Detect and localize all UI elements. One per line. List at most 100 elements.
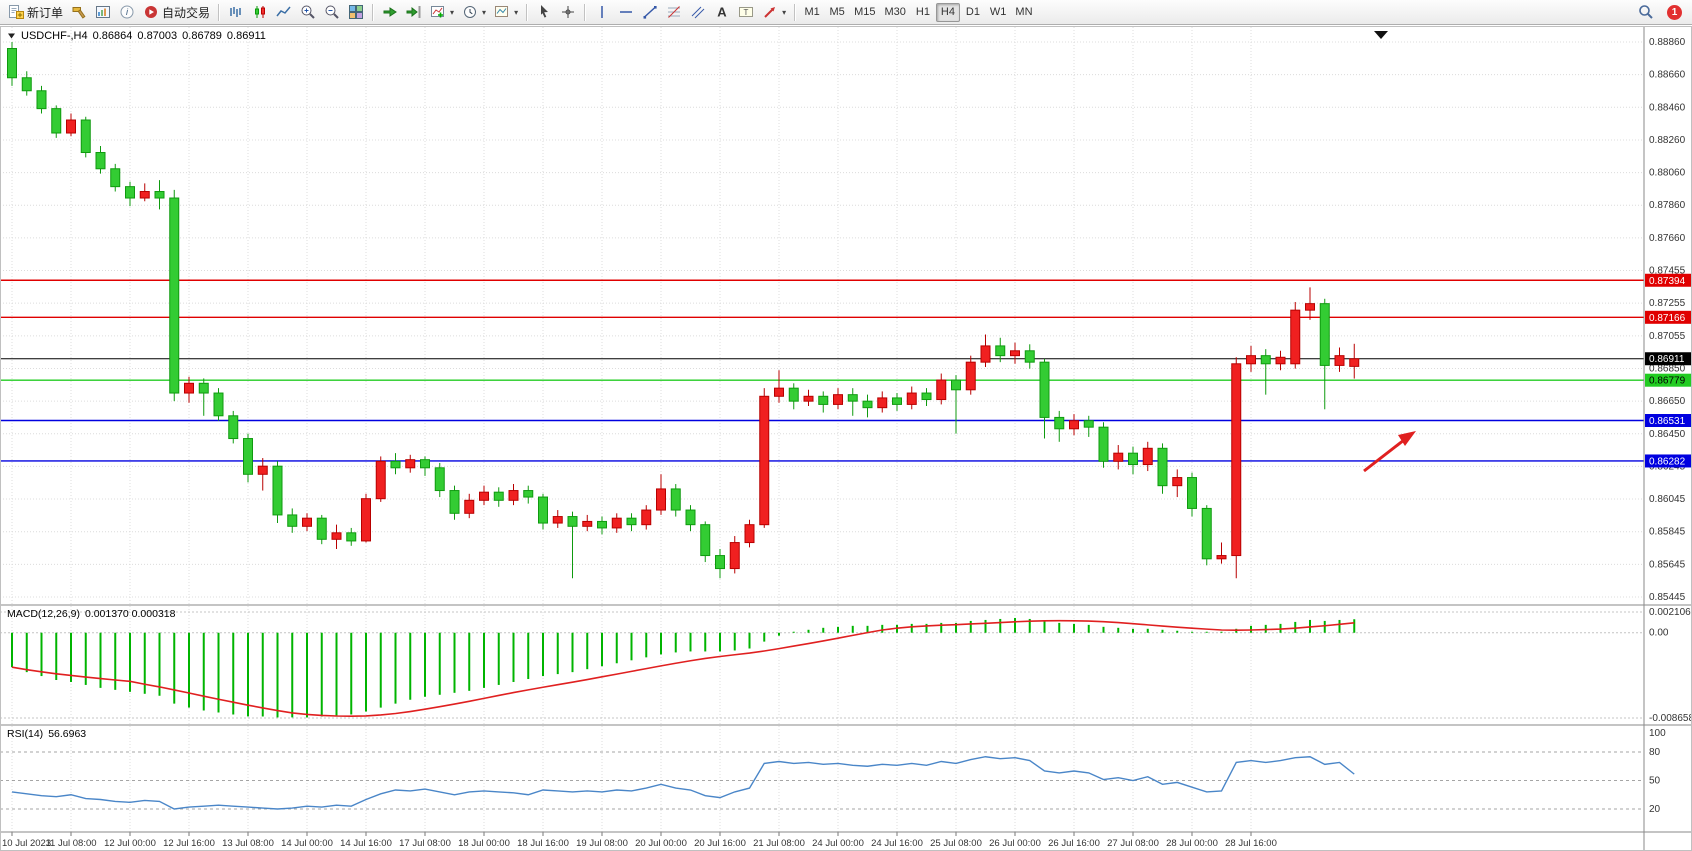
candle: [611, 517, 622, 529]
auto-scroll-button[interactable]: [378, 2, 402, 23]
zoom-out-button[interactable]: [320, 2, 344, 23]
timeframe-button-mn[interactable]: MN: [1011, 3, 1036, 22]
time-axis-label: 18 Jul 00:00: [458, 838, 510, 849]
cursor-icon: [541, 5, 549, 18]
candle: [1142, 447, 1153, 466]
tile-windows-icon: [349, 5, 364, 19]
zoom-in-button[interactable]: [296, 2, 320, 23]
candle: [685, 509, 696, 526]
text-label-button[interactable]: T: [734, 2, 758, 23]
timeframe-button-h4[interactable]: H4: [935, 2, 960, 22]
chart-border: [0, 26, 1692, 851]
candle: [346, 532, 357, 542]
candle: [1216, 555, 1227, 560]
candle: [1290, 309, 1301, 365]
candle: [508, 490, 519, 501]
candle: [405, 459, 416, 469]
toolbar: 新订单 i 自动交易: [0, 0, 1692, 25]
periods-button[interactable]: ▾: [458, 2, 490, 23]
candle: [493, 491, 504, 501]
price-axis-label: 0.88060: [1649, 168, 1686, 179]
metaeditor-button[interactable]: [67, 2, 91, 23]
timeframe-button-w1[interactable]: W1: [986, 3, 1011, 22]
crosshair-button[interactable]: [556, 2, 580, 23]
candle: [1349, 358, 1360, 367]
candle: [449, 490, 460, 514]
text-label-icon: T: [739, 7, 754, 17]
toolbar-separator: [526, 3, 529, 21]
time-axis-label: 17 Jul 08:00: [399, 838, 451, 849]
search-button[interactable]: [1634, 2, 1658, 23]
timeframe-button-m1[interactable]: M1: [800, 3, 824, 22]
info-icon: i: [120, 5, 134, 19]
symbol-menu-icon[interactable]: [7, 32, 16, 40]
candlestick-chart-button[interactable]: [248, 2, 272, 23]
candle: [759, 395, 770, 526]
candle: [434, 467, 445, 492]
time-axis-label: 28 Jul 16:00: [1225, 838, 1277, 849]
time-axis-label: 10 Jul 2023: [2, 838, 51, 849]
candle: [95, 152, 106, 170]
templates-button[interactable]: ▾: [490, 2, 522, 23]
timeframe-button-d1[interactable]: D1: [961, 3, 985, 22]
candle: [272, 465, 283, 516]
fibonacci-button[interactable]: [662, 2, 686, 23]
time-axis-label: 21 Jul 08:00: [753, 838, 805, 849]
candle: [803, 395, 814, 402]
auto-trading-button[interactable]: 自动交易: [139, 2, 214, 23]
timeframe-button-h1[interactable]: H1: [911, 3, 935, 22]
candle: [552, 516, 563, 524]
text-tool-button[interactable]: A: [710, 2, 734, 23]
price-axis-label: 0.87660: [1649, 233, 1686, 244]
candle: [390, 460, 401, 469]
rsi-axis-label: 50: [1649, 776, 1661, 787]
annotation-arrow[interactable]: [1363, 431, 1416, 473]
scroll-marker-icon[interactable]: [1374, 31, 1388, 39]
vertical-line-button[interactable]: [590, 2, 614, 23]
candlestick-chart-icon: [255, 6, 266, 18]
candle: [818, 395, 829, 405]
candle: [1083, 420, 1094, 428]
price-axis-label: 0.87055: [1649, 331, 1686, 342]
rsi-value: 56.6963: [48, 728, 87, 740]
charts-window-button[interactable]: [91, 2, 115, 23]
arrows-tool-button[interactable]: ▾: [758, 2, 790, 23]
price-tag: [1645, 310, 1691, 324]
candle: [1319, 303, 1330, 366]
time-axis-label: 13 Jul 08:00: [222, 838, 274, 849]
auto-trading-label: 自动交易: [162, 5, 211, 20]
timeframe-button-m5[interactable]: M5: [825, 3, 849, 22]
price-axis-label: 0.88660: [1649, 70, 1686, 81]
trendline-button[interactable]: [638, 2, 662, 23]
new-order-button[interactable]: 新订单: [4, 2, 67, 23]
channel-button[interactable]: [686, 2, 710, 23]
tile-windows-button[interactable]: [344, 2, 368, 23]
bar-chart-button[interactable]: [224, 2, 248, 23]
trendline-icon: [643, 6, 657, 19]
candle: [125, 186, 135, 199]
candle: [729, 542, 740, 570]
chart-shift-button[interactable]: [402, 2, 426, 23]
candle: [375, 460, 386, 500]
candle: [995, 345, 1006, 357]
price-axis-label: 0.85845: [1649, 527, 1686, 538]
timeframe-button-m30[interactable]: M30: [881, 3, 910, 22]
candle: [316, 517, 327, 540]
candle: [184, 382, 194, 394]
candle: [656, 488, 666, 511]
candle: [523, 490, 534, 498]
horizontal-line-button[interactable]: [614, 2, 638, 23]
notification-badge[interactable]: 1: [1667, 4, 1682, 20]
line-chart-button[interactable]: [272, 2, 296, 23]
rsi-indicator-label: RSI(14) 56.6963: [7, 728, 86, 740]
candle: [700, 524, 711, 557]
candle: [1128, 452, 1138, 466]
timeframe-button-m15[interactable]: M15: [850, 3, 879, 22]
indicators-button[interactable]: ▾: [426, 2, 458, 23]
price-tag: [1645, 414, 1691, 428]
help-button[interactable]: i: [115, 2, 139, 23]
cursor-button[interactable]: [532, 2, 556, 23]
candle: [877, 397, 888, 409]
new-order-icon: [9, 5, 24, 19]
